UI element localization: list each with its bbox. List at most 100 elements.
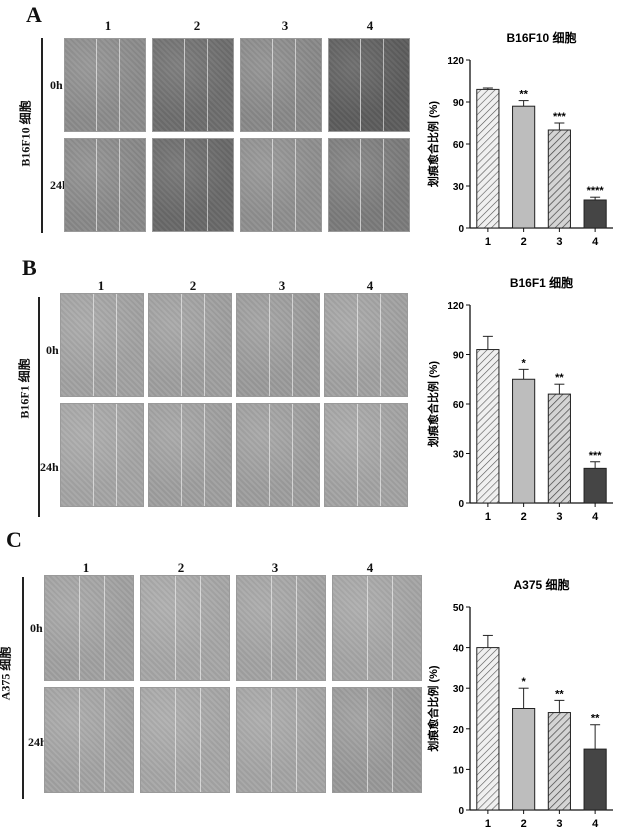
microscopy-image <box>60 293 144 397</box>
y-tick-label: 90 <box>453 98 465 109</box>
scratch-edge <box>207 39 208 131</box>
scratch-edge <box>184 139 185 231</box>
scratch-edge <box>380 294 381 396</box>
panel-letter: B <box>22 255 37 280</box>
scratch-edge <box>184 39 185 131</box>
bar <box>547 393 571 504</box>
time-label: 24h <box>28 735 47 749</box>
scratch-edge <box>200 576 201 680</box>
y-tick-label: 60 <box>453 400 465 411</box>
microscopy-image <box>236 575 326 681</box>
x-tick-label: 4 <box>592 818 599 830</box>
scratch-edge <box>357 404 358 506</box>
scratch-edge <box>295 139 296 231</box>
y-tick-label: 0 <box>458 806 464 817</box>
y-tick-label: 30 <box>453 182 465 193</box>
scratch-edge <box>292 294 293 396</box>
scratch-edge <box>269 294 270 396</box>
chart-title: B16F10 细胞 <box>506 30 576 45</box>
time-label: 0h <box>46 343 59 357</box>
cell-line-bracket <box>41 38 43 233</box>
scratch-edge <box>116 294 117 396</box>
scratch-edge <box>204 294 205 396</box>
column-label: 1 <box>97 278 105 293</box>
microscopy-image <box>44 575 134 681</box>
scratch-edge <box>271 688 272 792</box>
time-label: 0h <box>30 621 43 635</box>
microscopy-image <box>324 403 408 507</box>
microscopy-image <box>148 403 232 507</box>
y-axis-label: 划痕愈合比例 (%) <box>426 361 440 447</box>
time-label: 24h <box>40 460 59 474</box>
x-tick-label: 1 <box>485 511 491 523</box>
scratch-edge <box>175 576 176 680</box>
y-axis-label: 划痕愈合比例 (%) <box>426 101 440 187</box>
scratch-edge <box>93 294 94 396</box>
y-tick-label: 90 <box>453 351 465 362</box>
x-tick-label: 2 <box>521 511 527 523</box>
microscopy-image <box>240 38 322 132</box>
column-label: 3 <box>271 560 279 575</box>
scratch-edge <box>360 39 361 131</box>
x-tick-label: 3 <box>556 818 562 830</box>
column-label: 1 <box>82 560 90 575</box>
microscopy-image <box>64 38 146 132</box>
column-label: 2 <box>193 18 201 33</box>
scratch-edge <box>181 294 182 396</box>
x-tick-label: 2 <box>521 818 527 830</box>
microscopy-image <box>60 403 144 507</box>
column-label: 3 <box>281 18 289 33</box>
microscopy-image <box>148 293 232 397</box>
bar <box>583 748 607 811</box>
bar <box>583 199 607 229</box>
cell-line-label: A375 细胞 <box>0 646 13 701</box>
scratch-edge <box>367 688 368 792</box>
microscopy-image <box>44 687 134 793</box>
bar <box>512 105 536 229</box>
microscopy-image <box>332 687 422 793</box>
y-tick-label: 30 <box>453 684 465 695</box>
y-tick-label: 0 <box>458 224 464 235</box>
scratch-edge <box>367 576 368 680</box>
panel-c: C 1 2 3 4 A375 细胞 0h 24h A375 细胞 划痕愈合比例 (… <box>0 525 636 830</box>
microscopy-image <box>324 293 408 397</box>
scratch-edge <box>116 404 117 506</box>
column-label: 2 <box>177 560 185 575</box>
scratch-edge <box>96 39 97 131</box>
microscopy-image <box>64 138 146 232</box>
significance-label: *** <box>553 111 567 123</box>
scratch-edge <box>383 39 384 131</box>
scratch-edge <box>272 39 273 131</box>
scratch-edge <box>104 576 105 680</box>
scratch-edge <box>269 404 270 506</box>
bar <box>547 712 571 811</box>
scratch-edge <box>380 404 381 506</box>
x-tick-label: 3 <box>556 511 562 523</box>
y-tick-label: 120 <box>447 301 464 312</box>
significance-label: *** <box>589 450 603 462</box>
panel-letter: A <box>26 2 42 27</box>
microscopy-image <box>140 575 230 681</box>
scratch-edge <box>383 139 384 231</box>
y-tick-label: 0 <box>458 499 464 510</box>
significance-label: * <box>521 357 526 369</box>
scratch-edge <box>207 139 208 231</box>
microscopy-image <box>332 575 422 681</box>
y-tick-label: 120 <box>447 56 464 67</box>
significance-label: * <box>521 676 526 688</box>
y-axis-label: 划痕愈合比例 (%) <box>426 665 440 751</box>
x-tick-label: 3 <box>556 236 562 248</box>
cell-line-bracket <box>38 297 40 517</box>
scratch-edge <box>360 139 361 231</box>
microscopy-image <box>328 38 410 132</box>
y-tick-label: 60 <box>453 140 465 151</box>
y-tick-label: 40 <box>453 644 465 655</box>
scratch-edge <box>104 688 105 792</box>
y-tick-label: 50 <box>453 603 465 614</box>
x-tick-label: 4 <box>592 236 599 248</box>
microscopy-image <box>140 687 230 793</box>
scratch-edge <box>181 404 182 506</box>
chart-title: B16F1 细胞 <box>510 275 573 290</box>
